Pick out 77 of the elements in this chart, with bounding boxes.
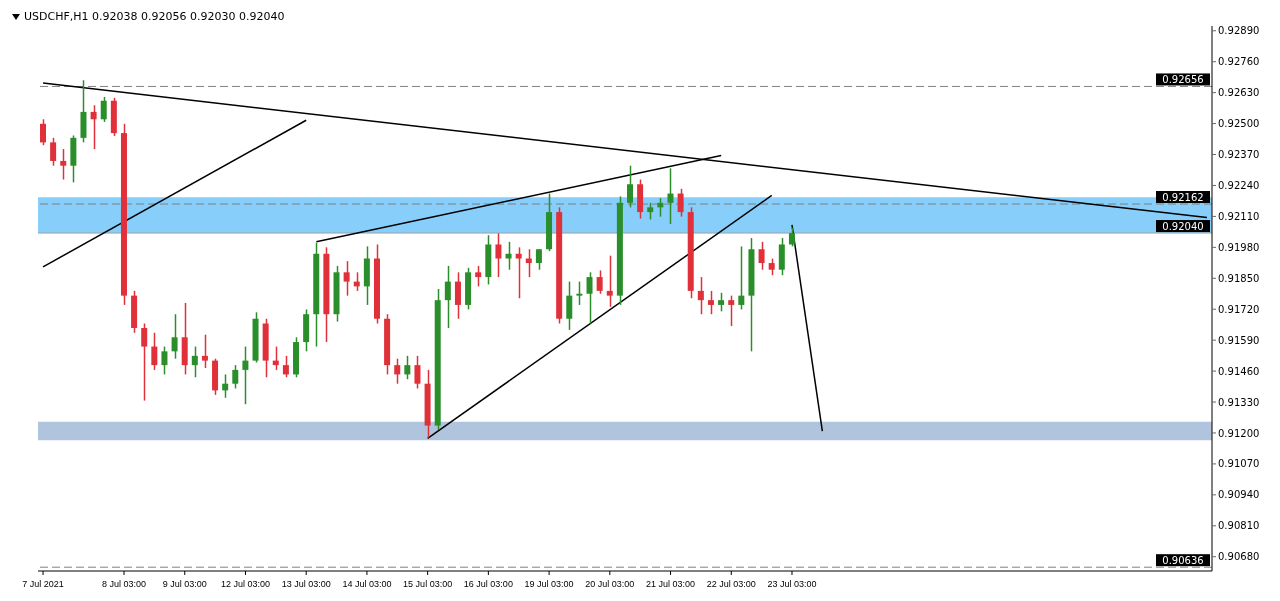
y-tick-label: 0.92110 (1218, 210, 1260, 222)
x-tick-label: 12 Jul 03:00 (220, 579, 270, 589)
candlestick (40, 118, 46, 146)
candlestick (222, 373, 229, 399)
x-tick-label: 22 Jul 03:00 (706, 579, 756, 589)
candlestick (728, 294, 735, 327)
y-tick-label: 0.91330 (1218, 396, 1260, 408)
x-tick-label: 9 Jul 03:00 (162, 579, 207, 589)
candlestick (414, 355, 421, 390)
ref-line-label: 0.90636 (1162, 554, 1204, 566)
candlestick (60, 148, 67, 181)
candlestick (161, 345, 168, 376)
x-tick-label: 16 Jul 03:00 (463, 579, 513, 589)
candlestick (282, 355, 289, 379)
x-tick-label: 7 Jul 2021 (22, 579, 64, 589)
y-tick-label: 0.90810 (1218, 520, 1260, 532)
candlestick (151, 332, 158, 371)
candlestick (697, 276, 704, 315)
ref-line-label: 0.92162 (1162, 191, 1204, 203)
y-tick-label: 0.92760 (1218, 56, 1260, 68)
x-tick-label: 13 Jul 03:00 (281, 579, 331, 589)
ref-line-label: 0.92656 (1162, 73, 1204, 85)
y-tick-label: 0.91460 (1218, 365, 1260, 377)
candlestick (606, 254, 613, 308)
candlestick (201, 333, 208, 369)
candlestick (758, 241, 765, 271)
y-tick-label: 0.92370 (1218, 149, 1260, 161)
x-tick-label: 21 Jul 03:00 (646, 579, 696, 589)
candlestick (90, 104, 97, 150)
candlestick (404, 355, 411, 380)
candlestick (475, 265, 482, 288)
y-tick-label: 0.91850 (1218, 272, 1260, 284)
candlestick (596, 269, 603, 295)
x-tick-label: 8 Jul 03:00 (102, 579, 147, 589)
candlestick (566, 280, 573, 331)
candlestick (454, 271, 461, 320)
candlestick (100, 96, 107, 123)
candlestick (232, 364, 239, 390)
x-tick-label: 15 Jul 03:00 (403, 579, 453, 589)
x-tick-label: 19 Jul 03:00 (524, 579, 574, 589)
y-tick-label: 0.91590 (1218, 334, 1260, 346)
y-tick-label: 0.92890 (1218, 25, 1260, 37)
candlestick (707, 290, 714, 315)
y-tick-label: 0.91980 (1218, 241, 1260, 253)
candlestick (242, 345, 249, 405)
x-tick-label: 20 Jul 03:00 (585, 579, 635, 589)
candlestick (738, 245, 745, 311)
candlestick (677, 188, 684, 218)
candlestick (394, 357, 401, 385)
y-tick-label: 0.90680 (1218, 551, 1260, 563)
chart-title: USDCHF,H1 0.92038 0.92056 0.92030 0.92040 (24, 10, 285, 23)
y-tick-label: 0.90940 (1218, 489, 1260, 501)
candlestick (50, 137, 57, 167)
candlestick (667, 167, 674, 225)
candlestick (576, 280, 583, 306)
x-tick-label: 23 Jul 03:00 (767, 579, 817, 589)
y-tick-label: 0.91720 (1218, 303, 1260, 315)
candlestick (141, 322, 148, 402)
y-tick-label: 0.91070 (1218, 458, 1260, 470)
candlestick (515, 246, 522, 300)
x-tick-label: 14 Jul 03:00 (342, 579, 392, 589)
candlestick (343, 260, 350, 297)
candlestick (444, 265, 451, 329)
y-tick-label: 0.92500 (1218, 118, 1260, 130)
candlestick (505, 241, 512, 271)
y-tick-label: 0.91200 (1218, 427, 1260, 439)
y-tick-label: 0.92630 (1218, 87, 1260, 99)
y-tick-label: 0.92240 (1218, 180, 1260, 191)
candlestick (495, 232, 502, 278)
candlestick (171, 313, 178, 360)
candlestick (535, 248, 542, 271)
candlestick (191, 345, 198, 379)
candlestick (586, 271, 593, 325)
candlestick (627, 164, 633, 209)
candlestick (788, 227, 795, 248)
ref-line-label: 0.92040 (1162, 220, 1204, 232)
candlestick (718, 292, 725, 313)
